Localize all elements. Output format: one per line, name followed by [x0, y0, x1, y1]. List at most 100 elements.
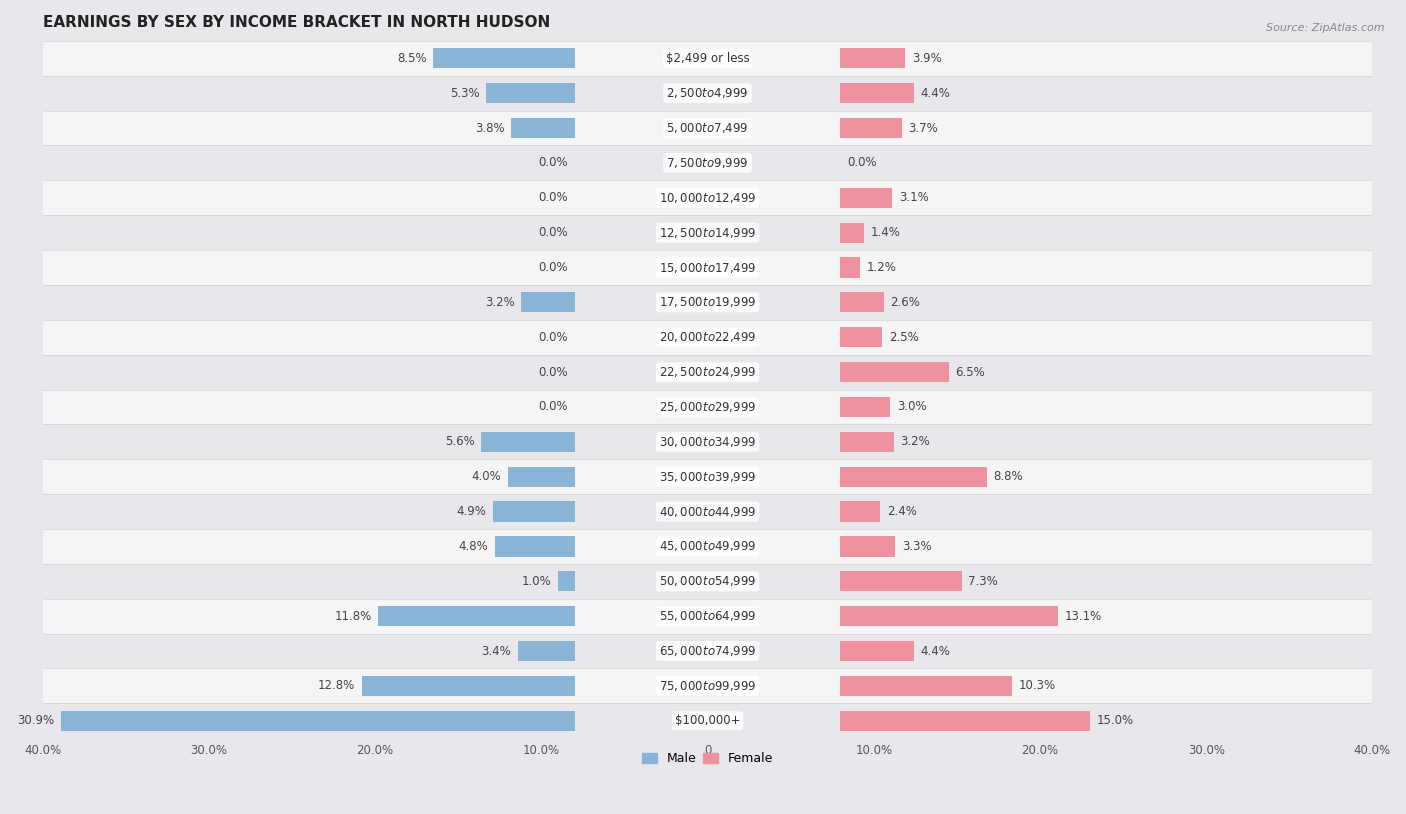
Text: $20,000 to $22,499: $20,000 to $22,499 [659, 330, 756, 344]
Text: $55,000 to $64,999: $55,000 to $64,999 [659, 609, 756, 624]
Bar [512, 118, 575, 138]
Text: 0.0%: 0.0% [538, 261, 568, 274]
Bar [841, 571, 962, 592]
Text: $45,000 to $49,999: $45,000 to $49,999 [659, 540, 756, 554]
Bar [494, 501, 575, 522]
Text: 0.0%: 0.0% [848, 156, 877, 169]
Bar [42, 355, 1372, 390]
Text: 12.8%: 12.8% [318, 680, 356, 693]
Text: 3.2%: 3.2% [485, 295, 515, 309]
Bar [42, 181, 1372, 215]
Bar [60, 711, 575, 731]
Bar [42, 285, 1372, 320]
Text: $40,000 to $44,999: $40,000 to $44,999 [659, 505, 756, 519]
Text: 3.1%: 3.1% [898, 191, 928, 204]
Bar [508, 466, 575, 487]
Bar [481, 431, 575, 452]
Bar [42, 424, 1372, 459]
Bar [841, 188, 891, 208]
Text: 13.1%: 13.1% [1064, 610, 1102, 623]
Text: 3.3%: 3.3% [903, 540, 932, 553]
Bar [378, 606, 575, 626]
Text: 10.3%: 10.3% [1018, 680, 1056, 693]
Bar [841, 536, 896, 557]
Text: $7,500 to $9,999: $7,500 to $9,999 [666, 156, 749, 170]
Bar [42, 564, 1372, 599]
Text: 8.8%: 8.8% [994, 470, 1024, 484]
Text: 5.6%: 5.6% [446, 435, 475, 449]
Bar [841, 118, 903, 138]
Text: 0.0%: 0.0% [538, 400, 568, 414]
Bar [841, 48, 905, 68]
Bar [42, 599, 1372, 633]
Text: 1.0%: 1.0% [522, 575, 551, 588]
Text: 3.8%: 3.8% [475, 121, 505, 134]
Bar [841, 466, 987, 487]
Bar [361, 676, 575, 696]
Text: EARNINGS BY SEX BY INCOME BRACKET IN NORTH HUDSON: EARNINGS BY SEX BY INCOME BRACKET IN NOR… [42, 15, 550, 30]
Text: $15,000 to $17,499: $15,000 to $17,499 [659, 260, 756, 274]
Text: 4.0%: 4.0% [471, 470, 502, 484]
Text: 3.4%: 3.4% [482, 645, 512, 658]
Text: $5,000 to $7,499: $5,000 to $7,499 [666, 121, 749, 135]
Bar [42, 459, 1372, 494]
Text: 30.9%: 30.9% [17, 714, 55, 727]
Bar [841, 257, 860, 278]
Text: 0.0%: 0.0% [538, 330, 568, 344]
Bar [558, 571, 575, 592]
Text: 5.3%: 5.3% [450, 86, 479, 99]
Bar [42, 250, 1372, 285]
Bar [841, 362, 949, 383]
Text: 0.0%: 0.0% [538, 226, 568, 239]
Bar [42, 76, 1372, 111]
Bar [841, 83, 914, 103]
Bar [841, 676, 1012, 696]
Text: 3.9%: 3.9% [912, 52, 942, 65]
Bar [522, 292, 575, 313]
Text: $65,000 to $74,999: $65,000 to $74,999 [659, 644, 756, 658]
Bar [495, 536, 575, 557]
Text: $12,500 to $14,999: $12,500 to $14,999 [659, 225, 756, 239]
Text: 1.4%: 1.4% [870, 226, 900, 239]
Bar [841, 606, 1059, 626]
Text: 7.3%: 7.3% [969, 575, 998, 588]
Text: $22,500 to $24,999: $22,500 to $24,999 [659, 365, 756, 379]
Bar [841, 501, 880, 522]
Bar [42, 111, 1372, 146]
Text: 0.0%: 0.0% [538, 365, 568, 379]
Text: $50,000 to $54,999: $50,000 to $54,999 [659, 575, 756, 589]
Text: $2,500 to $4,999: $2,500 to $4,999 [666, 86, 749, 100]
Bar [841, 431, 894, 452]
Bar [42, 633, 1372, 668]
Bar [42, 320, 1372, 355]
Bar [841, 327, 882, 348]
Bar [841, 711, 1090, 731]
Text: 0.0%: 0.0% [538, 156, 568, 169]
Text: 3.2%: 3.2% [900, 435, 931, 449]
Text: $2,499 or less: $2,499 or less [665, 52, 749, 65]
Bar [42, 703, 1372, 738]
Bar [42, 494, 1372, 529]
Bar [42, 668, 1372, 703]
Text: $75,000 to $99,999: $75,000 to $99,999 [659, 679, 756, 693]
Text: 4.9%: 4.9% [457, 505, 486, 518]
Bar [486, 83, 575, 103]
Text: 0.0%: 0.0% [538, 191, 568, 204]
Bar [841, 292, 884, 313]
Bar [42, 215, 1372, 250]
Bar [841, 397, 890, 417]
Bar [42, 529, 1372, 564]
Text: 3.7%: 3.7% [908, 121, 938, 134]
Text: $17,500 to $19,999: $17,500 to $19,999 [659, 295, 756, 309]
Bar [433, 48, 575, 68]
Text: $100,000+: $100,000+ [675, 714, 741, 727]
Text: 4.4%: 4.4% [921, 86, 950, 99]
Text: $25,000 to $29,999: $25,000 to $29,999 [659, 400, 756, 414]
Bar [841, 641, 914, 661]
Bar [517, 641, 575, 661]
Text: 2.6%: 2.6% [890, 295, 921, 309]
Text: 2.4%: 2.4% [887, 505, 917, 518]
Text: 11.8%: 11.8% [335, 610, 371, 623]
Text: 3.0%: 3.0% [897, 400, 927, 414]
Text: 6.5%: 6.5% [955, 365, 986, 379]
